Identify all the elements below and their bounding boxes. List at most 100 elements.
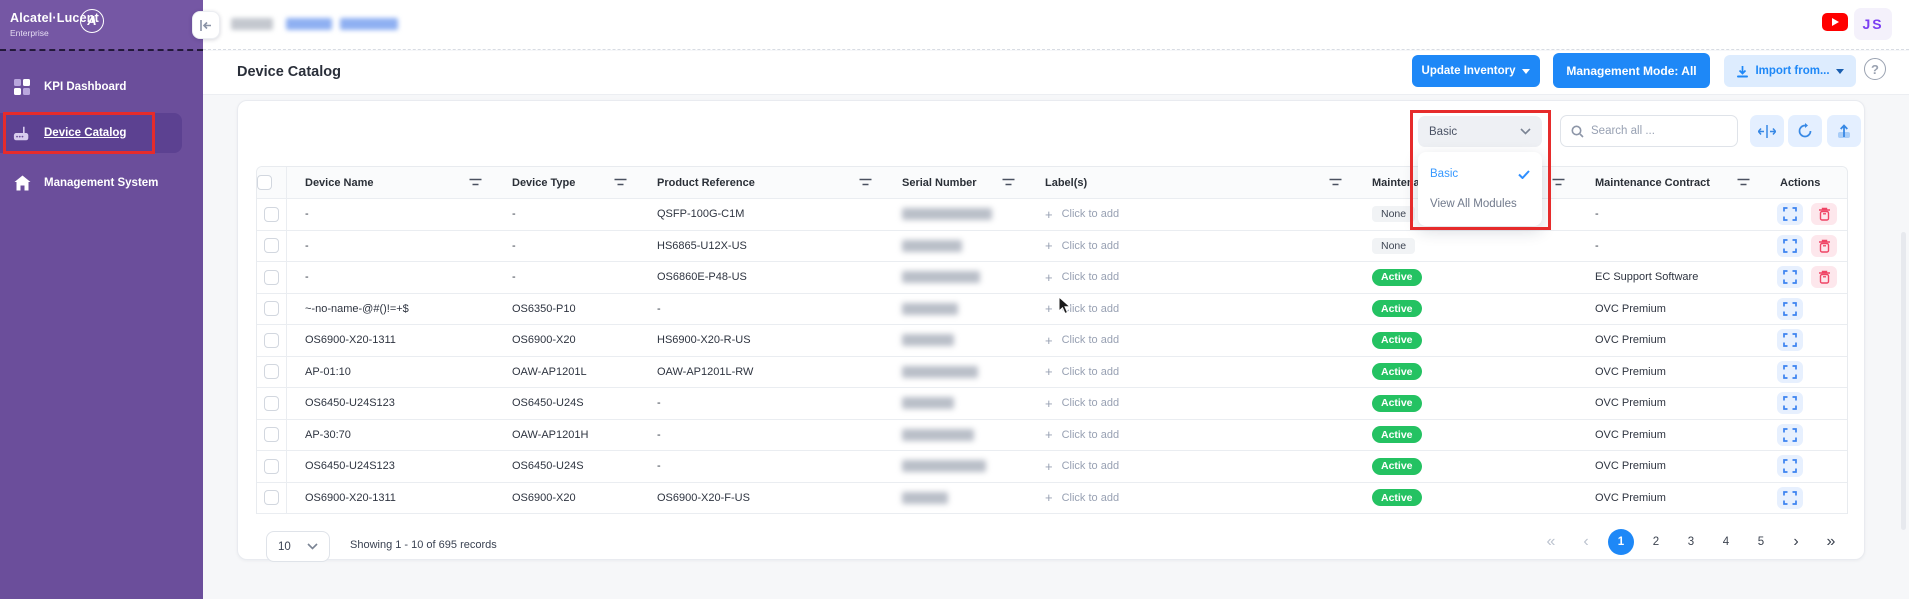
expand-button[interactable] [1777,392,1803,415]
filter-icon[interactable] [614,178,627,187]
plus-icon: + [1045,364,1053,380]
expand-icon [1783,427,1797,442]
import-from-button[interactable]: Import from... [1724,55,1856,87]
sidebar-collapse-button[interactable] [192,11,220,39]
cell-product: - [639,294,884,325]
add-label-button[interactable]: + Click to add [1045,364,1120,380]
cell-name: - [287,199,494,230]
cell-checkbox [257,451,287,482]
add-label-button[interactable]: + Click to add [1045,490,1120,506]
add-label-button[interactable]: + Click to add [1045,238,1120,254]
add-label-button[interactable]: + Click to add [1045,427,1120,443]
serial-number-redacted [902,271,980,284]
collapse-arrow-icon [199,19,211,31]
row-checkbox[interactable] [264,395,279,411]
select-all-checkbox[interactable] [257,175,272,190]
maintenance-state-badge: Active [1372,331,1422,349]
filter-icon[interactable] [1329,178,1342,187]
column-label: Device Name [305,176,374,189]
filter-icon[interactable] [1737,178,1750,187]
column-resize-button[interactable] [1750,115,1784,147]
row-checkbox[interactable] [264,301,279,317]
next-page-button[interactable]: › [1793,533,1799,550]
add-label-button[interactable]: + Click to add [1045,301,1120,317]
cell-maintenance: Active [1354,262,1577,293]
expand-button[interactable] [1777,203,1803,226]
first-page-button[interactable]: « [1546,533,1556,550]
serial-number-redacted [902,334,954,347]
expand-icon [1783,207,1797,222]
row-checkbox[interactable] [264,490,279,506]
row-checkbox[interactable] [264,458,279,474]
cell-contract: EC Support Software [1577,262,1762,293]
delete-button[interactable] [1811,203,1837,226]
column-resize-icon [1758,124,1776,138]
expand-button[interactable] [1777,266,1803,289]
cell-text: - [657,428,661,441]
expand-button[interactable] [1777,360,1803,383]
export-button[interactable] [1827,115,1861,147]
page-button-1[interactable]: 1 [1608,529,1634,555]
add-label-button[interactable]: + Click to add [1045,395,1120,411]
cell-type: OS6900-X20 [494,483,639,514]
youtube-icon[interactable] [1822,13,1848,31]
row-checkbox[interactable] [264,238,279,254]
management-mode-button[interactable]: Management Mode: All [1553,53,1710,88]
filter-icon[interactable] [1002,178,1015,187]
delete-button[interactable] [1811,266,1837,289]
maintenance-state-badge: Active [1372,363,1422,381]
cell-checkbox [257,482,287,513]
row-checkbox[interactable] [264,364,279,380]
cell-contract: OVC Premium [1577,483,1762,514]
filter-icon[interactable] [859,178,872,187]
page-button-4[interactable]: 4 [1722,536,1730,548]
search-input[interactable] [1591,125,1711,137]
row-checkbox[interactable] [264,427,279,443]
sidebar-item-device-catalog[interactable]: Device Catalog [0,113,182,153]
maintenance-state-badge: None [1372,237,1416,254]
menu-item-view-all-modules[interactable]: View All Modules [1418,189,1542,219]
row-checkbox[interactable] [264,332,279,348]
expand-icon [1783,396,1797,411]
filter-icon[interactable] [469,178,482,187]
expand-button[interactable] [1777,423,1803,446]
add-label-button[interactable]: + Click to add [1045,458,1120,474]
page-button-2[interactable]: 2 [1652,536,1660,548]
expand-button[interactable] [1777,234,1803,257]
cell-text: - [305,208,309,221]
help-button[interactable]: ? [1864,58,1886,80]
update-inventory-button[interactable]: Update Inventory [1412,55,1540,87]
page-button-3[interactable]: 3 [1687,536,1695,548]
table-header-row: Device Name Device Type Product Reference S… [257,167,1847,199]
sidebar-item-management-system[interactable]: Management System [0,163,203,203]
last-page-button[interactable]: » [1826,533,1836,550]
expand-button[interactable] [1777,486,1803,509]
sidebar-item-kpi-dashboard[interactable]: KPI Dashboard [0,67,203,107]
scrollbar[interactable] [1901,232,1906,530]
maintenance-state-badge: Active [1372,394,1422,412]
add-label-button[interactable]: + Click to add [1045,206,1120,222]
page-title: Device Catalog [237,64,341,80]
expand-button[interactable] [1777,297,1803,320]
page-size-select[interactable]: 10 [266,531,330,562]
page-button-5[interactable]: 5 [1757,536,1765,548]
delete-button[interactable] [1811,234,1837,257]
expand-button[interactable] [1777,455,1803,478]
add-label-button[interactable]: + Click to add [1045,269,1120,285]
header-cell-serial: Serial Number [884,167,1027,198]
row-checkbox[interactable] [264,269,279,285]
refresh-button[interactable] [1788,115,1822,147]
row-checkbox[interactable] [264,206,279,222]
import-from-label: Import from... [1755,65,1830,77]
cell-type: OAW-AP1201L [494,357,639,388]
cell-type: OS6450-U24S [494,451,639,482]
filter-icon[interactable] [1552,178,1565,187]
module-select[interactable]: Basic [1418,116,1542,147]
cell-product: - [639,420,884,451]
expand-button[interactable] [1777,329,1803,352]
prev-page-button[interactable]: ‹ [1583,533,1589,550]
add-label-button[interactable]: + Click to add [1045,332,1120,348]
menu-item-basic[interactable]: Basic [1418,159,1542,189]
user-avatar[interactable]: JS [1854,8,1892,40]
cell-text: OS6450-U24S [512,397,584,410]
